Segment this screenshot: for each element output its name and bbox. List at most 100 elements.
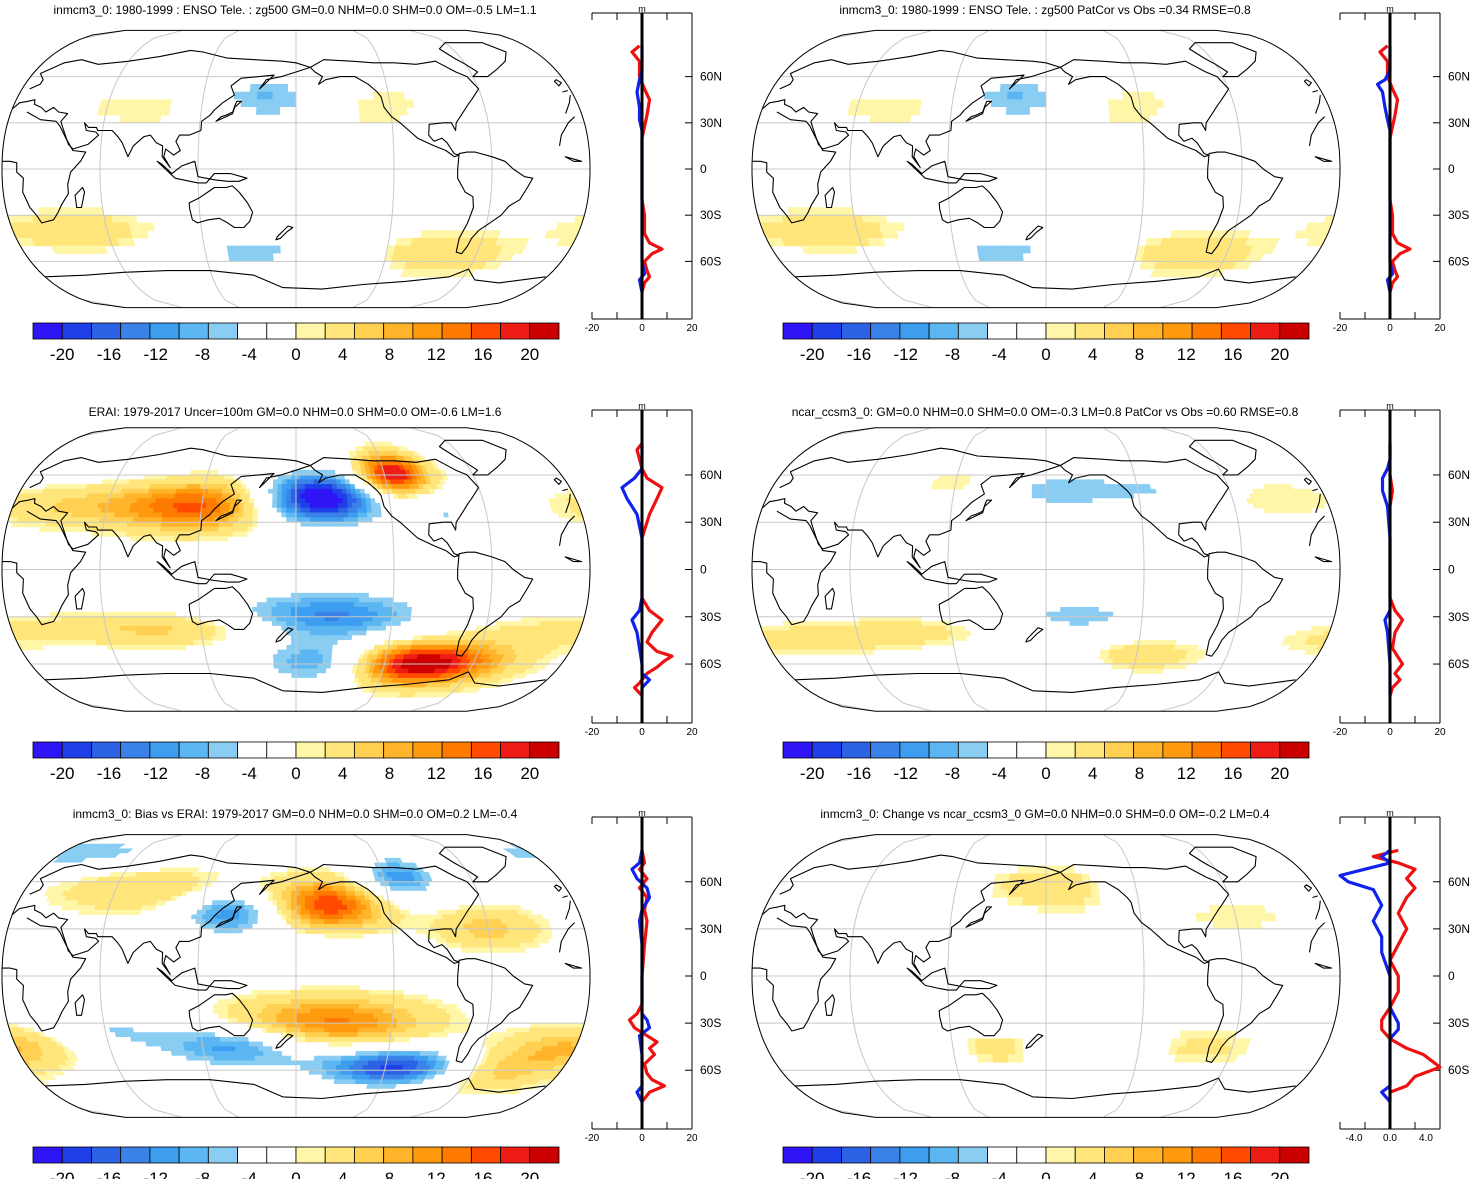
anomaly-cell: [334, 583, 341, 589]
anomaly-cell: [1030, 76, 1039, 85]
anomaly-cell: [402, 592, 409, 599]
anomaly-cell: [1008, 261, 1018, 270]
anomaly-cell: [266, 550, 272, 556]
colorbar-label: 16: [1224, 345, 1243, 364]
anomaly-cell: [1022, 245, 1032, 254]
anomaly-cell: [305, 597, 311, 603]
anomaly-cell: [1045, 99, 1055, 108]
anomaly-cell: [321, 469, 328, 476]
anomaly-cell: [362, 517, 369, 523]
anomaly-cell: [210, 625, 216, 632]
anomaly-cell: [332, 493, 339, 499]
anomaly-cell: [324, 611, 331, 618]
anomaly-cell: [310, 555, 316, 561]
anomaly-cell: [329, 597, 336, 603]
anomaly-cell: [277, 654, 283, 660]
anomaly-cell: [339, 602, 345, 608]
anomaly-cell: [150, 611, 157, 618]
anomaly-cell: [894, 222, 905, 231]
anomaly-cell: [175, 616, 182, 622]
anomaly-cell: [345, 649, 352, 655]
anomaly-cell: [411, 602, 418, 608]
anomaly-cell: [260, 663, 266, 670]
anomaly-cell: [337, 640, 343, 646]
anomaly-cell: [314, 493, 320, 499]
anomaly-cell: [359, 583, 365, 589]
anomaly-cell: [300, 607, 306, 613]
anomaly-cell: [403, 583, 409, 589]
coastline-madagascar: [824, 186, 836, 209]
anomaly-cell: [240, 488, 246, 495]
anomaly-cell: [1014, 91, 1024, 101]
anomaly-cell: [343, 526, 350, 532]
anomaly-cell: [319, 621, 326, 627]
anomaly-cell: [324, 602, 331, 608]
anomaly-cell: [1109, 214, 1119, 224]
anomaly-cell: [305, 607, 311, 613]
anomaly-cell: [1014, 230, 1024, 239]
anomaly-cell: [300, 602, 307, 608]
anomaly-cell: [300, 493, 306, 499]
anomaly-cell: [327, 207, 337, 216]
anomaly-cell: [1045, 214, 1055, 224]
anomaly-cell: [276, 625, 283, 632]
anomaly-cell: [368, 199, 378, 208]
anomaly-cell: [164, 526, 171, 532]
anomaly-cell: [974, 230, 985, 239]
anomaly-cell: [309, 503, 316, 509]
anomaly-cell: [314, 611, 321, 618]
anomaly-cell: [290, 503, 297, 509]
anomaly-cell: [359, 114, 369, 124]
anomaly-cell: [281, 597, 287, 603]
anomaly-cell: [295, 659, 301, 665]
anomaly-cell: [472, 498, 480, 504]
anomaly-cell: [1124, 107, 1134, 116]
anomaly-cell: [427, 592, 433, 599]
anomaly-cell: [237, 611, 244, 618]
anomaly-cell: [238, 503, 245, 509]
anomaly-cell: [155, 526, 162, 532]
anomaly-cell: [276, 559, 282, 566]
anomaly-cell: [140, 526, 147, 532]
anomaly-cell: [420, 611, 427, 618]
anomaly-cell: [310, 517, 316, 523]
coastline-australia: [188, 185, 254, 229]
anomaly-cell: [334, 607, 340, 613]
anomaly-cell: [357, 621, 364, 627]
anomaly-cell: [291, 640, 297, 646]
anomaly-cell: [246, 592, 253, 599]
anomaly-cell: [357, 625, 363, 632]
anomaly-cell: [366, 107, 376, 116]
zonal-axis-label: 20: [686, 323, 698, 334]
anomaly-cell: [387, 531, 394, 537]
anomaly-cell: [373, 540, 380, 547]
anomaly-cell: [305, 616, 311, 622]
anomaly-cell: [234, 84, 244, 93]
colorbar-swatch: [470, 322, 501, 340]
anomaly-cell: [339, 597, 346, 603]
anomaly-cell: [329, 550, 336, 556]
anomaly-cell: [272, 649, 279, 655]
anomaly-cell: [126, 526, 133, 532]
anomaly-cell: [271, 611, 278, 618]
anomaly-cell: [329, 602, 336, 608]
anomaly-cell: [1016, 261, 1025, 270]
anomaly-cell: [281, 484, 288, 490]
anomaly-cell: [212, 536, 219, 542]
anomaly-cell: [217, 237, 228, 247]
anomaly-cell: [286, 635, 292, 641]
anomaly-cell: [261, 597, 268, 603]
anomaly-cell: [351, 640, 357, 646]
anomaly-cell: [189, 517, 196, 523]
anomaly-cell: [381, 616, 388, 622]
anomaly-cell: [272, 503, 278, 509]
anomaly-cell: [266, 602, 273, 608]
anomaly-cell: [271, 114, 281, 124]
anomaly-cell: [1060, 245, 1070, 254]
anomaly-cell: [309, 654, 315, 660]
colorbar-swatch: [32, 322, 63, 340]
anomaly-cell: [358, 597, 365, 603]
anomaly-cell: [210, 91, 220, 101]
anomaly-cell: [470, 531, 477, 537]
anomaly-cell: [1140, 107, 1150, 116]
